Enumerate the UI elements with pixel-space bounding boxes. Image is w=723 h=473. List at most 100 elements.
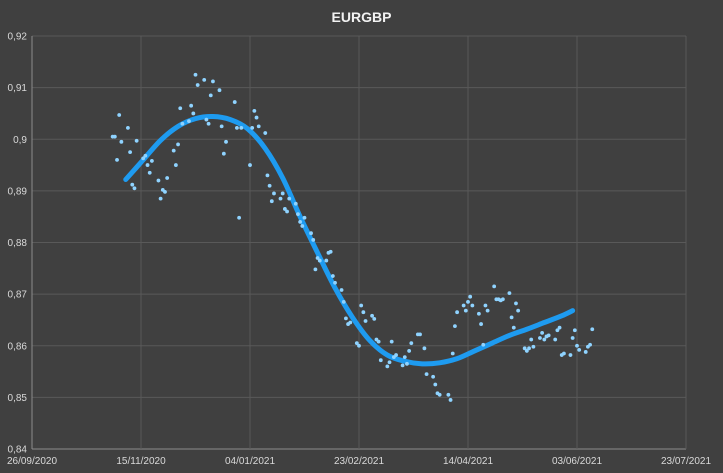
data-point [132,186,137,191]
data-point [328,249,333,254]
data-point [522,346,527,351]
data-point [130,182,135,187]
data-point [178,106,183,111]
data-point [265,173,270,178]
data-point [189,103,194,108]
data-point [577,347,582,352]
data-point [293,201,298,206]
data-point [483,303,488,308]
data-point [514,301,518,306]
trend-line [123,114,576,367]
data-point [568,353,573,357]
data-point [298,219,303,224]
data-point [158,196,163,201]
data-point [361,310,366,315]
data-point [485,308,490,313]
scatter-series [110,72,595,402]
data-point [112,134,117,139]
data-point [385,364,390,369]
y-tick-label: 0,91 [8,83,28,94]
data-point [119,139,124,144]
data-point [422,346,427,351]
data-point [466,299,470,304]
data-point [538,336,542,340]
data-point [376,339,381,344]
data-point [400,363,405,368]
data-point [206,121,211,126]
data-point [590,327,595,332]
data-point [531,344,536,349]
data-point [409,341,414,346]
data-point [128,150,133,155]
data-point [555,328,560,333]
data-point [176,142,180,147]
data-point [302,215,307,220]
y-tick-label: 0,89 [8,186,28,197]
x-tick-label: 14/04/2021 [443,456,493,467]
data-point [433,382,438,387]
data-point [263,131,268,135]
data-point [370,313,374,318]
data-point [254,115,259,120]
x-tick-label: 26/09/2020 [7,456,57,467]
data-point [583,350,588,354]
data-point [256,124,261,129]
x-tick-labels: 26/09/2020 15/11/2020 04/01/2021 23/02/2021… [7,456,711,467]
data-point [542,337,547,342]
data-point [239,125,244,130]
data-point [463,308,468,313]
data-point [163,190,167,194]
data-point [235,125,239,130]
data-point [272,191,276,196]
data-point [165,176,170,180]
data-point [529,337,534,342]
data-point [511,325,516,330]
data-point [221,151,226,156]
y-tick-label: 0,87 [8,290,28,301]
data-point [300,224,305,228]
data-point [387,360,392,365]
data-point [313,267,318,272]
data-point [492,284,497,289]
data-point [341,299,346,304]
data-point [282,207,287,211]
data-point [143,153,148,158]
data-point [344,316,348,321]
data-point [405,361,409,366]
data-point [553,337,558,342]
data-point [330,274,335,278]
data-point [446,392,451,397]
data-point [389,339,394,344]
data-point [237,215,242,220]
data-point [339,288,344,292]
data-point [278,196,283,201]
data-point [287,196,292,201]
data-point [357,343,361,348]
data-point [173,163,178,167]
data-point [217,88,222,93]
data-point [378,358,383,363]
data-point [461,303,466,308]
data-point [546,333,551,338]
data-point [437,392,442,397]
data-point [208,93,213,98]
data-point [468,294,473,299]
data-point [224,139,228,144]
data-point [187,119,191,124]
chart-title: EURGBP [332,9,392,25]
y-tick-label: 0,88 [8,238,28,249]
data-point [252,108,257,113]
x-tick-label: 03/06/2021 [552,456,602,467]
y-tick-label: 0,9 [13,135,27,146]
data-point [418,332,422,337]
data-point [232,100,237,104]
y-tick-label: 0,85 [8,393,28,404]
data-point [311,238,316,242]
y-tick-label: 0,92 [8,32,28,43]
data-point [524,349,529,353]
data-point [575,343,579,348]
data-point [296,212,300,217]
data-point [507,291,512,295]
data-point [540,330,545,335]
data-point [431,374,436,379]
